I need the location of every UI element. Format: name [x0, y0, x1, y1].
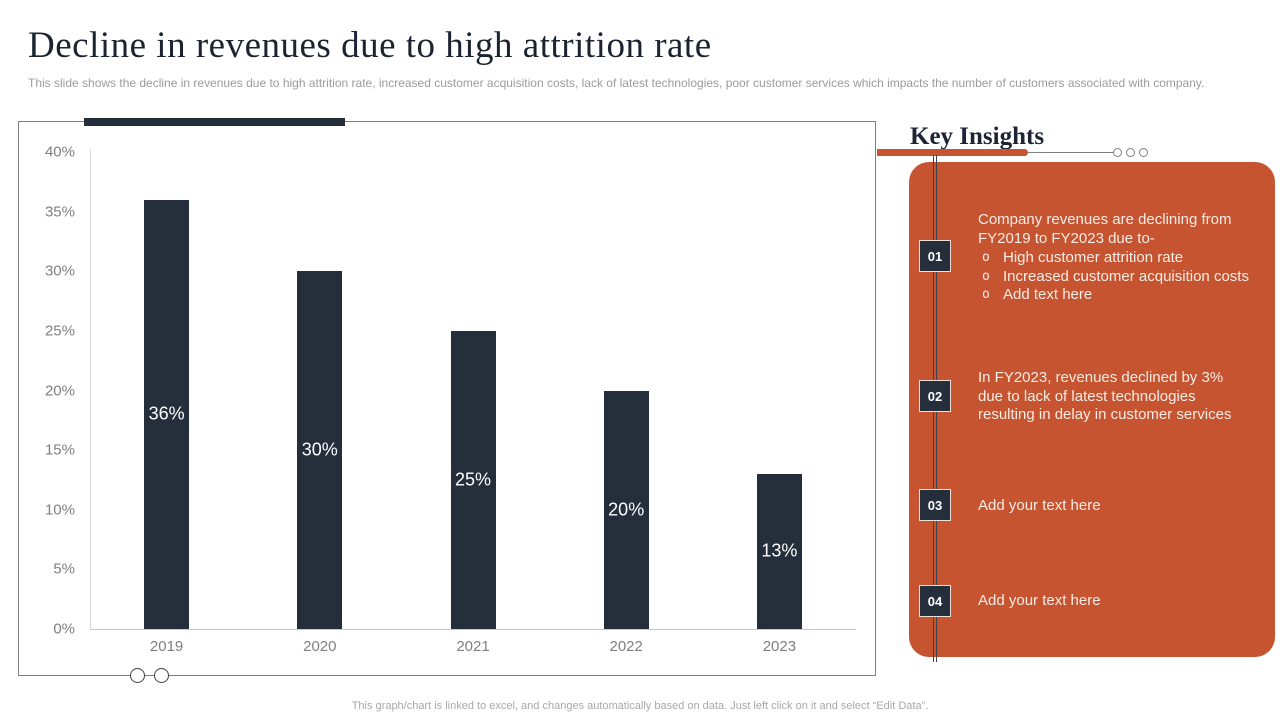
x-tick-label: 2022	[609, 638, 643, 655]
insight-number-badge: 02	[919, 380, 951, 412]
insight-item-4-text[interactable]: Add your text here	[978, 592, 1101, 609]
x-tick-label: 2020	[303, 638, 337, 655]
key-insights-panel	[909, 162, 1275, 657]
y-tick-label: 25%	[44, 322, 75, 340]
bullet-item[interactable]: o Increased customer acquisition costs	[982, 268, 1270, 287]
y-axis-line	[90, 149, 91, 629]
insight-item-1-bullets: o High customer attrition rate o Increas…	[982, 249, 1270, 305]
connector-dot-icon	[1126, 148, 1135, 157]
y-tick-label: 0%	[53, 620, 75, 638]
bullet-text: Increased customer acquisition costs	[1003, 267, 1249, 285]
insight-number-badge: 03	[919, 489, 951, 521]
y-tick-label: 20%	[44, 382, 75, 399]
bullet-text: Add text here	[1003, 286, 1093, 304]
circle-bullet-icon: o	[982, 250, 990, 265]
chart-top-accent-bar	[84, 118, 345, 126]
bar-2023[interactable]	[756, 473, 802, 629]
key-insights-underline	[877, 149, 1028, 156]
y-tick-label: 15%	[44, 441, 75, 459]
key-insights-heading: Key Insights	[910, 123, 1045, 150]
revenue-decline-chart[interactable]: 0% 5% 10% 15% 20% 25% 30% 35% 40% 36% 2019 30% 2020 2…	[18, 118, 876, 683]
insight-number-badge: 04	[919, 585, 951, 617]
chart-plot: 0% 5% 10% 15% 20% 25% 30% 35% 40% 36% 2019 30% 2020 2…	[19, 122, 875, 675]
bar-2021[interactable]	[450, 330, 496, 629]
bar-value-label: 36%	[148, 403, 185, 424]
circle-bullet-icon: o	[982, 287, 990, 303]
x-axis-line	[90, 629, 856, 630]
x-tick-label: 2023	[762, 638, 797, 655]
circle-bullet-icon: o	[982, 268, 990, 284]
bar-value-label: 25%	[454, 469, 492, 490]
y-tick-label: 5%	[53, 560, 75, 578]
page-subtitle: This slide shows the decline in revenues…	[28, 76, 1205, 90]
x-tick-label: 2019	[149, 638, 184, 655]
insight-number-badge: 01	[919, 240, 951, 272]
key-insights-connector-line	[1028, 152, 1113, 153]
shape-handle-dot	[154, 668, 169, 683]
bullet-text: High customer attrition rate	[1003, 249, 1184, 266]
bar-value-label: 13%	[761, 540, 798, 561]
bullet-item[interactable]: o High customer attrition rate	[982, 249, 1270, 268]
y-tick-label: 35%	[44, 203, 75, 221]
bar-2020[interactable]	[297, 271, 343, 629]
y-tick-label: 10%	[44, 501, 75, 519]
y-tick-label: 30%	[44, 262, 75, 280]
connector-dot-icon	[1139, 148, 1148, 157]
bar-value-label: 30%	[301, 439, 338, 460]
bar-2019[interactable]	[144, 199, 190, 629]
insight-item-1-text[interactable]: Company revenues are declining from FY20…	[978, 211, 1232, 247]
bar-value-label: 20%	[608, 499, 645, 520]
bullet-item[interactable]: o Add text here	[982, 286, 1270, 305]
page-title: Decline in revenues due to high attritio…	[28, 25, 712, 66]
bar-2022[interactable]	[603, 390, 649, 629]
insight-item-2-text[interactable]: In FY2023, revenues declined by 3% due t…	[978, 369, 1232, 423]
shape-handle-dot	[130, 668, 145, 683]
connector-dot-icon	[1113, 148, 1122, 157]
footer-note: This graph/chart is linked to excel, and…	[351, 700, 929, 712]
x-tick-label: 2021	[456, 638, 490, 655]
y-tick-label: 40%	[44, 143, 75, 161]
insight-item-3-text[interactable]: Add your text here	[978, 497, 1101, 514]
